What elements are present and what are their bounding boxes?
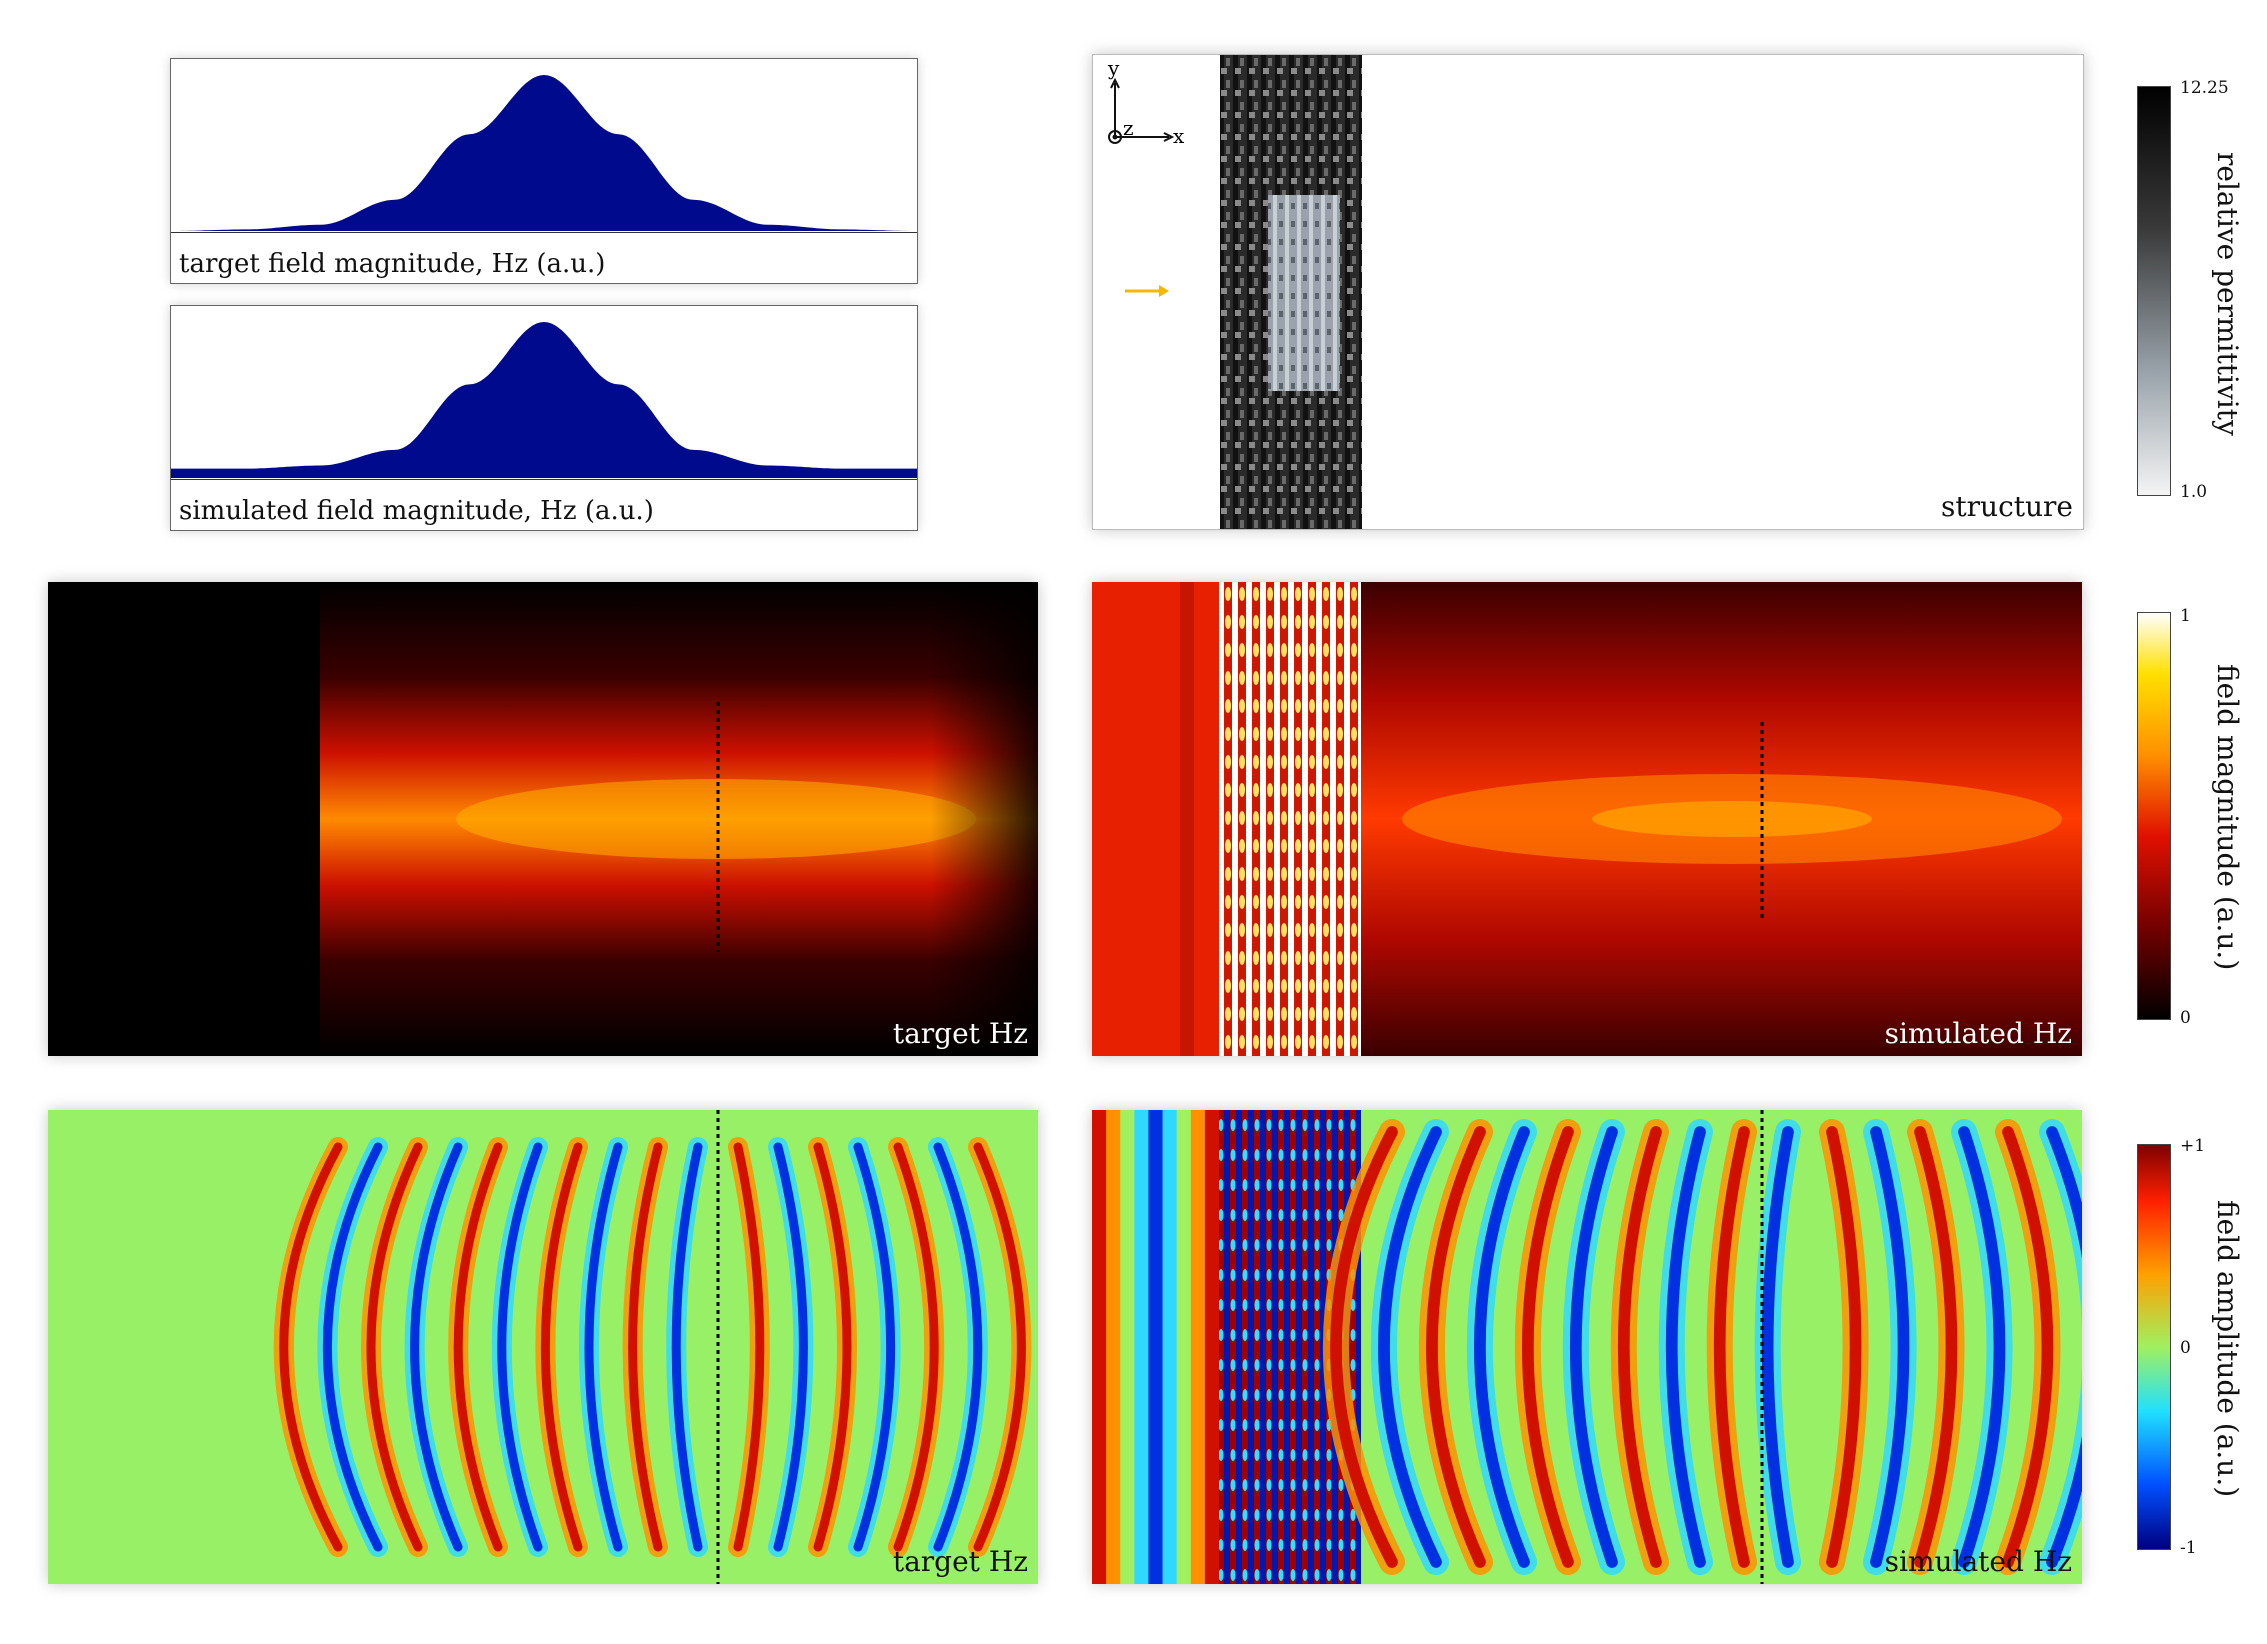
target-magnitude-label: target Hz	[892, 1017, 1028, 1050]
wavefronts	[1323, 1119, 2082, 1575]
permittivity-min-tick: 1.0	[2180, 482, 2208, 502]
lens-core	[1268, 195, 1340, 391]
amplitude-colorbar	[2137, 1144, 2171, 1550]
permittivity-max-tick: 12.25	[2180, 78, 2229, 98]
amplitude-colorbar-title: field amplitude (a.u.)	[2211, 1200, 2244, 1498]
simulated-magnitude-panel: simulated Hz	[1092, 582, 2082, 1056]
simulated-amplitude-panel: simulated Hz	[1092, 1110, 2082, 1584]
profile-area	[171, 322, 917, 478]
profile-baseline	[171, 232, 917, 233]
amplitude-max-tick: +1	[2180, 1136, 2206, 1156]
incident-wave-region	[1092, 1110, 1220, 1584]
simulated-profile-caption: simulated field magnitude, Hz (a.u.)	[179, 496, 654, 526]
simulated-magnitude-label: simulated Hz	[1884, 1017, 2072, 1050]
structure-label: structure	[1941, 490, 2073, 523]
magnitude-colorbar	[2137, 612, 2171, 1020]
magnitude-colorbar-title: field magnitude (a.u.)	[2211, 664, 2244, 971]
target-profile-plot: target field magnitude, Hz (a.u.)	[170, 58, 918, 284]
source-arrow	[1125, 285, 1169, 297]
profile-baseline	[171, 479, 917, 480]
simulated-amplitude-label: simulated Hz	[1884, 1545, 2072, 1578]
target-amplitude-panel: target Hz	[48, 1110, 1038, 1584]
simulated-magnitude-heatmap	[1092, 582, 2082, 1056]
axis-x-label: x	[1173, 124, 1185, 148]
target-amplitude-label: target Hz	[892, 1545, 1028, 1578]
amplitude-min-tick: -1	[2180, 1538, 2197, 1558]
simulated-profile-area	[171, 322, 917, 478]
profile-area	[171, 75, 917, 231]
magnitude-min-tick: 0	[2180, 1008, 2191, 1028]
simulated-profile-plot: simulated field magnitude, Hz (a.u.)	[170, 305, 918, 531]
axis-z-label: z	[1123, 116, 1134, 140]
permittivity-colorbar-title: relative permittivity	[2211, 152, 2244, 436]
amplitude-mid-tick: 0	[2180, 1338, 2191, 1358]
simulated-amplitude-heatmap	[1092, 1110, 2082, 1584]
axis-y-label: y	[1107, 56, 1120, 80]
wavefronts	[273, 1137, 1032, 1557]
structure-panel: y z x structure	[1092, 54, 2084, 530]
target-magnitude-panel: target Hz	[48, 582, 1038, 1056]
structure-plot: y z x	[1107, 55, 1362, 529]
axes-indicator	[1108, 77, 1175, 144]
target-amplitude-heatmap	[48, 1110, 1038, 1584]
lens-field-region	[1219, 582, 1361, 1056]
target-profile-caption: target field magnitude, Hz (a.u.)	[179, 249, 606, 279]
target-profile-area	[171, 75, 917, 231]
target-magnitude-heatmap	[48, 582, 1038, 1056]
magnitude-max-tick: 1	[2180, 606, 2191, 626]
permittivity-colorbar	[2137, 86, 2171, 496]
